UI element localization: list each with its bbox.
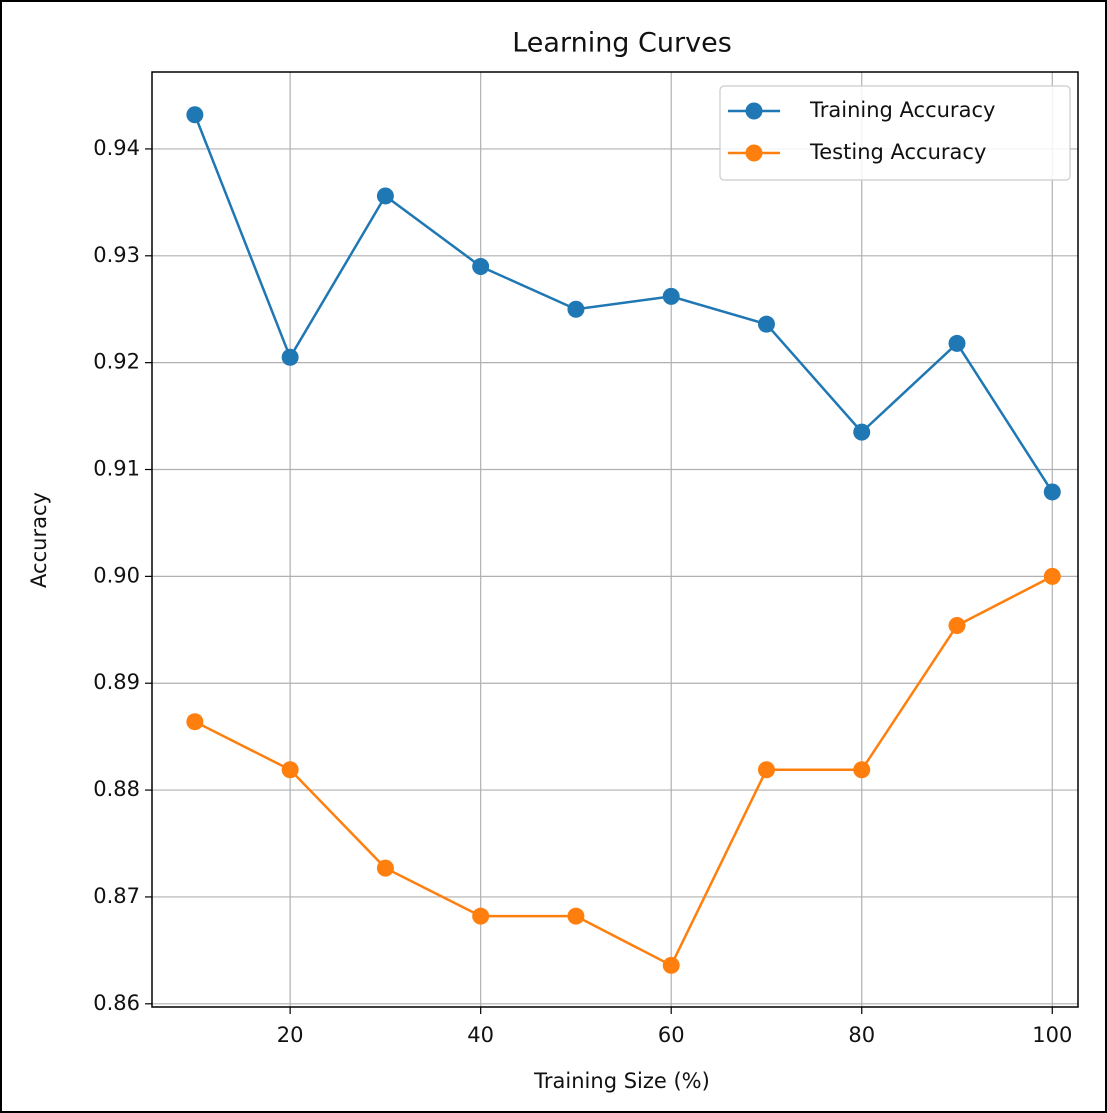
data-point: [948, 617, 966, 635]
x-tick-label: 100: [1032, 1023, 1072, 1047]
series-line: [194, 575, 1053, 968]
data-point: [567, 300, 585, 318]
data-point: [472, 257, 490, 275]
y-tick-label: 0.92: [93, 350, 140, 374]
x-tick-label: 60: [658, 1023, 685, 1047]
y-tick-label: 0.90: [93, 563, 140, 587]
y-tick-label: 0.88: [93, 777, 140, 801]
data-point: [1043, 567, 1061, 585]
y-tick-label: 0.86: [93, 991, 140, 1015]
y-tick-label: 0.91: [93, 457, 140, 481]
x-tick-label: 80: [848, 1023, 875, 1047]
y-axis-label: Accuracy: [27, 492, 51, 588]
data-point: [376, 187, 394, 205]
legend-marker: [745, 102, 763, 120]
y-tick-label: 0.94: [93, 136, 140, 160]
chart-title: Learning Curves: [512, 28, 732, 59]
legend-box: [719, 85, 1071, 181]
x-axis-label: Training Size (%): [533, 1069, 710, 1093]
legend-label: Testing Accuracy: [809, 140, 986, 164]
series-line: [193, 114, 1054, 493]
data-point: [186, 106, 204, 124]
data-point: [662, 287, 680, 305]
data-point: [567, 907, 585, 925]
data-point: [853, 761, 871, 779]
x-tick-label: 40: [467, 1023, 494, 1047]
y-tick-label: 0.89: [93, 670, 140, 694]
data-point: [757, 761, 775, 779]
data-point: [948, 334, 966, 352]
data-point: [376, 859, 394, 877]
data-point: [1043, 483, 1061, 501]
data-point: [186, 713, 204, 731]
legend-marker: [745, 144, 763, 162]
y-tick-label: 0.87: [93, 884, 140, 908]
data-point: [757, 315, 775, 333]
data-point: [281, 348, 299, 366]
x-tick-label: 20: [277, 1023, 304, 1047]
data-point: [662, 956, 680, 974]
data-point: [853, 423, 871, 441]
y-tick-label: 0.93: [93, 243, 140, 267]
legend-label: Training Accuracy: [809, 98, 995, 122]
plot-area: [151, 71, 1079, 1008]
data-point: [472, 907, 490, 925]
data-point: [281, 761, 299, 779]
